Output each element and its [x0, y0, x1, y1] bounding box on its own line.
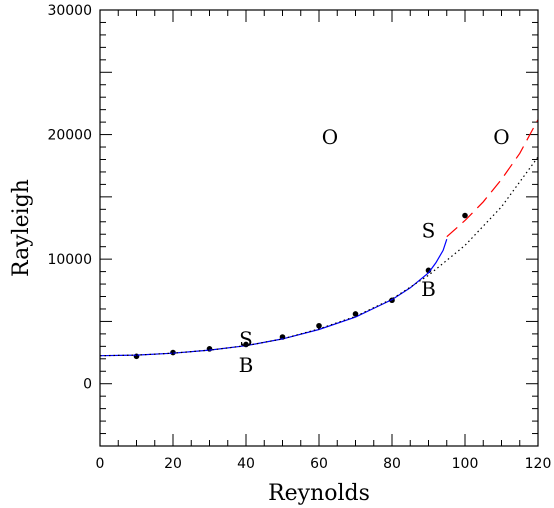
- y-tick-label: 20000: [47, 128, 92, 144]
- annotation-b: B: [239, 353, 254, 377]
- series-line-solid: [99, 239, 448, 357]
- annotation-o: O: [322, 125, 338, 149]
- x-tick-label: 60: [310, 456, 328, 472]
- data-point: [316, 322, 322, 329]
- data-point: [462, 212, 468, 219]
- data-series: [99, 119, 539, 360]
- x-tick-label: 80: [383, 456, 401, 472]
- y-tick-label: 0: [83, 377, 92, 393]
- axis-ticks: 0 20 40 60 80 100 120 0 10000 20000 30000: [47, 3, 551, 472]
- x-tick-label: 0: [96, 456, 105, 472]
- x-tick-label: 120: [525, 456, 552, 472]
- annotation-s: S: [422, 218, 436, 242]
- annotation-s: S: [239, 327, 253, 351]
- x-tick-label: 40: [237, 456, 255, 472]
- data-point: [170, 349, 176, 356]
- series-line-dotted: [99, 156, 539, 357]
- x-tick-label: 100: [452, 456, 479, 472]
- y-tick-label: 30000: [47, 3, 92, 19]
- y-tick-label: 10000: [47, 252, 92, 268]
- data-point: [133, 353, 140, 360]
- x-axis-label: Reynolds: [268, 481, 370, 506]
- annotation-b: B: [421, 277, 436, 301]
- series-line-dashed: [446, 119, 539, 238]
- plot-frame: [99, 9, 539, 447]
- y-axis-label: Rayleigh: [9, 179, 34, 277]
- x-tick-label: 20: [164, 456, 182, 472]
- annotation-o: O: [493, 125, 509, 149]
